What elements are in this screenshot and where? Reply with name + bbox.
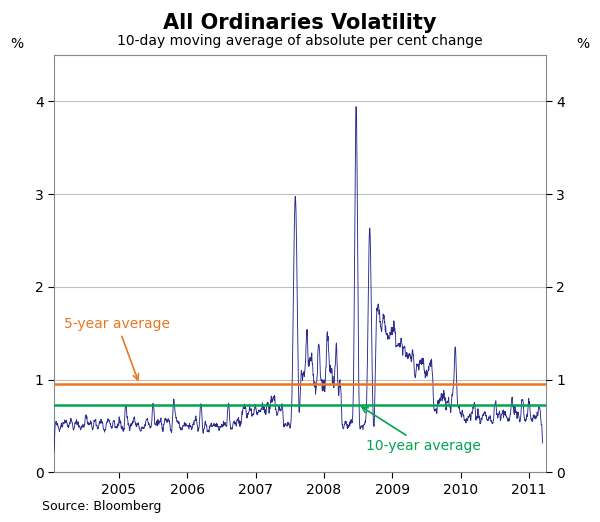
Text: 5-year average: 5-year average — [64, 317, 170, 380]
Text: %: % — [11, 37, 23, 51]
Text: 10-year average: 10-year average — [362, 407, 481, 454]
Text: %: % — [577, 37, 589, 51]
Text: All Ordinaries Volatility: All Ordinaries Volatility — [163, 13, 437, 33]
Text: Source: Bloomberg: Source: Bloomberg — [42, 500, 161, 513]
Text: 10-day moving average of absolute per cent change: 10-day moving average of absolute per ce… — [117, 34, 483, 48]
